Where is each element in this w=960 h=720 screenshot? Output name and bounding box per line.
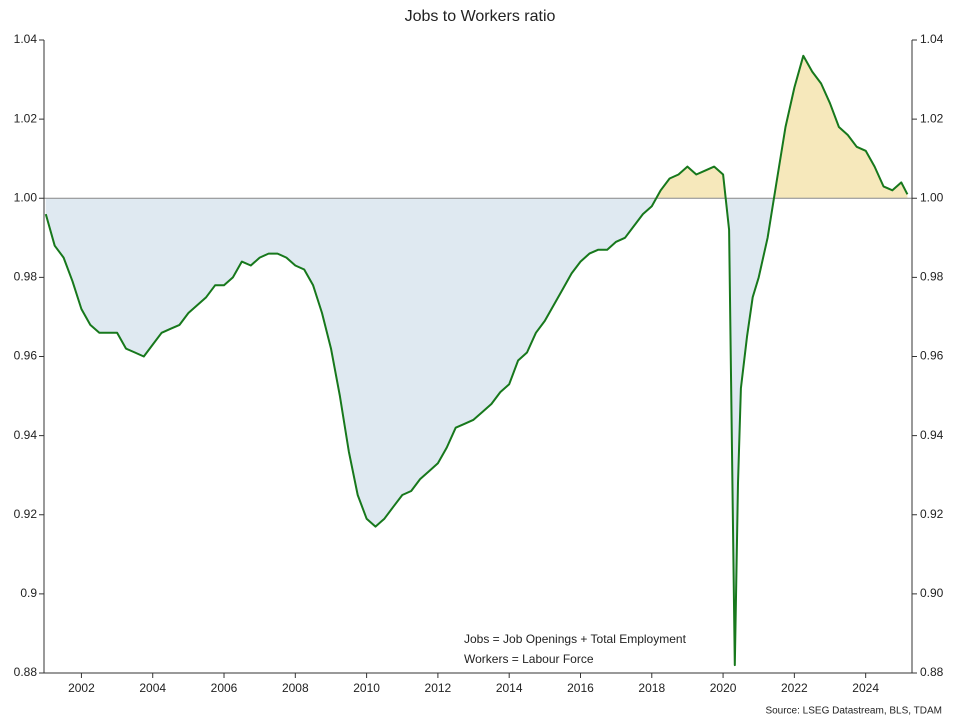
- y2-tick-label: 0.90: [920, 586, 944, 600]
- y-tick-label: 1.00: [14, 190, 38, 204]
- area-above: [45, 55, 908, 199]
- y-tick-label: 0.9: [20, 586, 37, 600]
- y2-tick-label: 1.04: [920, 32, 944, 46]
- x-tick-label: 2022: [781, 681, 808, 695]
- y2-tick-label: 0.98: [920, 270, 944, 284]
- x-tick-label: 2008: [282, 681, 309, 695]
- x-tick-label: 2024: [852, 681, 879, 695]
- y2-tick-label: 1.00: [920, 190, 944, 204]
- y2-tick-label: 0.88: [920, 665, 944, 679]
- x-tick-label: 2010: [353, 681, 380, 695]
- x-tick-label: 2006: [211, 681, 238, 695]
- annotation: Workers = Labour Force: [464, 652, 594, 666]
- y-tick-label: 0.88: [14, 665, 38, 679]
- y-tick-label: 1.04: [14, 32, 38, 46]
- chart-title: Jobs to Workers ratio: [405, 8, 556, 25]
- source: Source: LSEG Datastream, BLS, TDAM: [765, 706, 942, 717]
- x-tick-label: 2002: [68, 681, 95, 695]
- y2-tick-label: 1.02: [920, 111, 944, 125]
- x-tick-label: 2012: [425, 681, 452, 695]
- y-tick-label: 0.98: [14, 270, 38, 284]
- y2-tick-label: 0.92: [920, 507, 944, 521]
- line: [44, 54, 909, 667]
- y-tick-label: 1.02: [14, 111, 38, 125]
- x-tick-label: 2018: [638, 681, 665, 695]
- x-tick-label: 2014: [496, 681, 523, 695]
- x-tick-label: 2004: [139, 681, 166, 695]
- y-tick-label: 0.92: [14, 507, 38, 521]
- y2-tick-label: 0.94: [920, 428, 944, 442]
- y-tick-label: 0.94: [14, 428, 38, 442]
- y-tick-label: 0.96: [14, 349, 38, 363]
- x-tick-label: 2016: [567, 681, 594, 695]
- y2-tick-label: 0.96: [920, 349, 944, 363]
- x-tick-label: 2020: [710, 681, 737, 695]
- area-below: [45, 198, 908, 666]
- annotation: Jobs = Job Openings + Total Employment: [464, 632, 687, 646]
